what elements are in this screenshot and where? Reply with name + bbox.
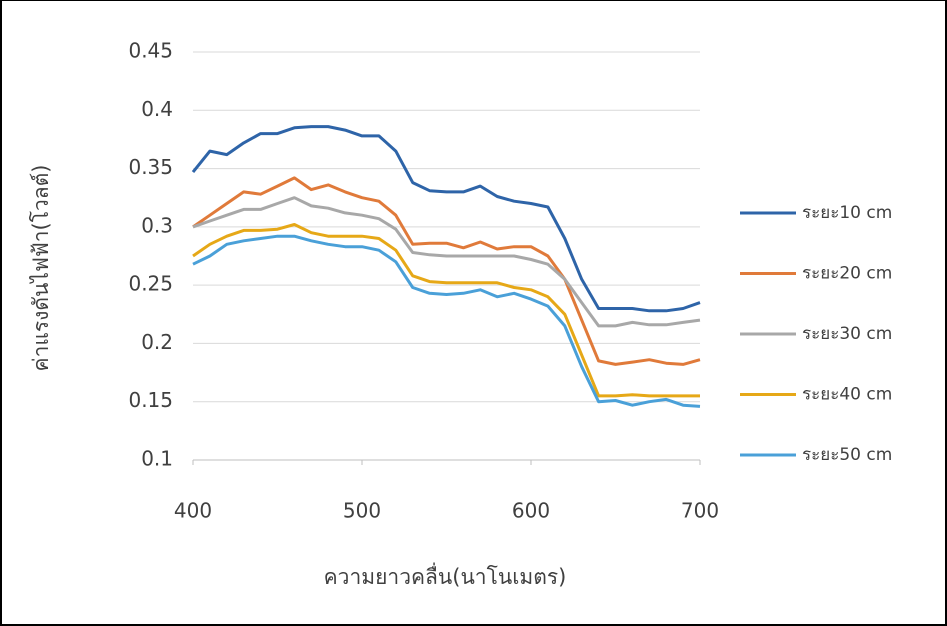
legend-label: ระยะ20 cm xyxy=(802,264,892,284)
x-axis-title: ความยาวคลื่น(นาโนเมตร) xyxy=(324,562,567,589)
y-tick-label: 0.3 xyxy=(141,213,173,237)
y-tick-label: 0.35 xyxy=(128,155,173,179)
series-line xyxy=(192,176,701,366)
y-tick-label: 0.15 xyxy=(128,388,173,412)
legend-label: ระยะ10 cm xyxy=(802,203,892,223)
y-tick-label: 0.25 xyxy=(128,272,173,296)
x-tick-label: 500 xyxy=(343,499,381,523)
legend-label: ระยะ40 cm xyxy=(802,385,892,405)
legend-label: ระยะ30 cm xyxy=(802,324,892,344)
x-tick-label: 600 xyxy=(512,499,550,523)
x-tick-label: 700 xyxy=(681,499,719,523)
series-line xyxy=(192,223,700,398)
series-line xyxy=(191,125,701,313)
y-tick-label: 0.1 xyxy=(141,447,173,471)
y-tick-label: 0.2 xyxy=(141,330,173,354)
y-tick-label: 0.4 xyxy=(141,97,173,121)
legend-label: ระยะ50 cm xyxy=(802,445,892,465)
x-tick-label: 400 xyxy=(174,499,212,523)
series-line xyxy=(192,234,701,408)
series-line xyxy=(192,196,701,328)
y-axis-title: ค่าแรงดันไฟฟ้า(โวลต์) xyxy=(29,165,53,372)
y-tick-label: 0.45 xyxy=(128,39,173,63)
